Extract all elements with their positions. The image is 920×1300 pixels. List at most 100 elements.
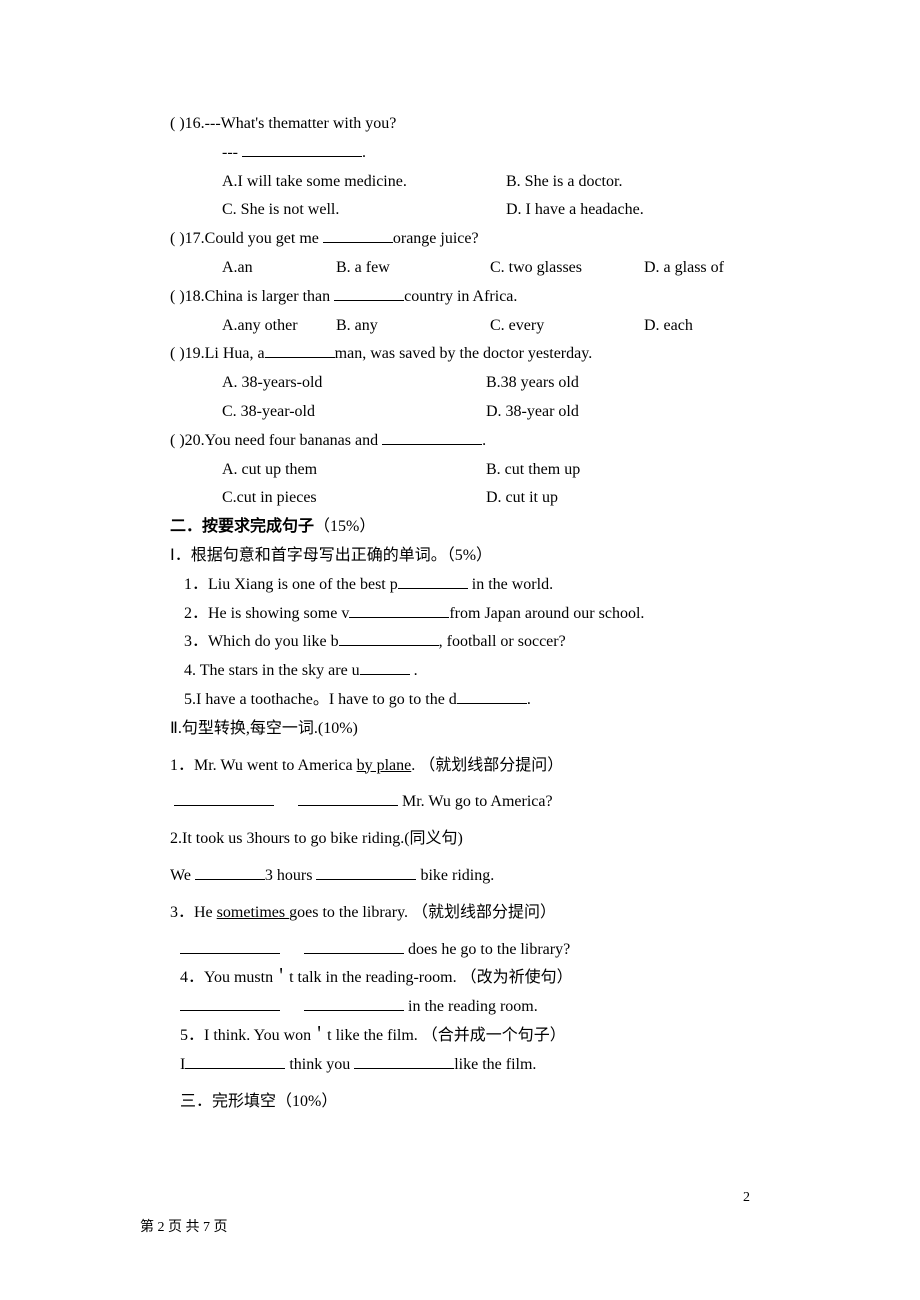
s2-i2-a: 2．He is showing some v xyxy=(184,605,349,622)
section-3-title: 三．完形填空（10%） xyxy=(170,1088,750,1117)
s2-i3-a: 3．Which do you like b xyxy=(184,633,339,650)
q20-options-2: C.cut in pieces D. cut it up xyxy=(170,484,750,513)
content: ( )16.---What's thematter with you? --- … xyxy=(170,110,750,1116)
q16-opt-b: B. She is a doctor. xyxy=(506,168,622,197)
s2-t5-b3: like the film. xyxy=(454,1056,536,1073)
q17-opt-c: C. two glasses xyxy=(490,254,640,283)
section-2-title: 二．按要求完成句子（15%） xyxy=(170,513,750,542)
blank xyxy=(316,865,416,880)
s2-t5: 5．I think. You won＇t like the film. （合并成… xyxy=(170,1022,750,1051)
s2-t2: 2.It took us 3hours to go bike riding.(同… xyxy=(170,825,750,854)
q18-opt-d: D. each xyxy=(644,312,693,341)
blank xyxy=(180,938,280,953)
q20-opt-d: D. cut it up xyxy=(486,484,558,513)
s2-i2-b: from Japan around our school. xyxy=(449,605,644,622)
q16-text-a: ---What's thematter with you? xyxy=(205,115,397,132)
q16-stem-2: --- . xyxy=(170,139,750,168)
q19-opt-b: B.38 years old xyxy=(486,369,579,398)
s2-t2-ans: We 3 hours bike riding. xyxy=(170,862,750,891)
q19-options-1: A. 38-years-old B.38 years old xyxy=(170,369,750,398)
q16-opt-c: C. She is not well. xyxy=(222,196,502,225)
q18-text-a: China is larger than xyxy=(205,288,334,305)
blank xyxy=(174,791,274,806)
q19-opt-c: C. 38-year-old xyxy=(222,398,482,427)
q17-opt-a: A.an xyxy=(222,254,332,283)
blank xyxy=(398,573,468,588)
q17-opt-b: B. a few xyxy=(336,254,486,283)
s2-i5-b: . xyxy=(527,691,531,708)
page: ( )16.---What's thematter with you? --- … xyxy=(0,0,920,1300)
s2-t1-a: 1．Mr. Wu went to America xyxy=(170,757,357,774)
q18-opt-a: A.any other xyxy=(222,312,332,341)
blank xyxy=(304,996,404,1011)
q16-number: ( )16. xyxy=(170,115,205,132)
q16-options-1: A.I will take some medicine. B. She is a… xyxy=(170,168,750,197)
q17-stem: ( )17.Could you get me orange juice? xyxy=(170,225,750,254)
s2-t1-u: by plane xyxy=(357,757,412,774)
q20-text-a: You need four bananas and xyxy=(205,432,382,449)
q18-opt-c: C. every xyxy=(490,312,640,341)
q16-opt-a: A.I will take some medicine. xyxy=(222,168,502,197)
blank xyxy=(354,1053,454,1068)
blank xyxy=(185,1053,285,1068)
s2-i4-b: . xyxy=(410,662,418,679)
s2-i5: 5.I have a toothache。I have to go to the… xyxy=(170,686,750,715)
s2-t1-b: . （就划线部分提问） xyxy=(411,757,563,774)
blank xyxy=(382,429,482,444)
blank xyxy=(298,791,398,806)
q19-opt-d: D. 38-year old xyxy=(486,398,579,427)
blank xyxy=(334,285,404,300)
section-2-sub2: Ⅱ.句型转换,每空一词.(10%) xyxy=(170,715,750,744)
s2-i1-a: 1．Liu Xiang is one of the best p xyxy=(184,576,398,593)
q16-text-b: --- xyxy=(222,144,242,161)
q20-stem: ( )20.You need four bananas and . xyxy=(170,427,750,456)
blank xyxy=(242,141,362,156)
s2-i3-b: , football or soccer? xyxy=(439,633,566,650)
page-number-right: 2 xyxy=(743,1185,750,1210)
blank xyxy=(323,228,393,243)
s2-t3-ans-text: does he go to the library? xyxy=(404,941,570,958)
blank xyxy=(304,938,404,953)
s2-t3-ans: does he go to the library? xyxy=(170,936,750,965)
q20-number: ( )20. xyxy=(170,432,205,449)
section-2-title-bold: 二．按要求完成句子 xyxy=(170,518,314,535)
blank xyxy=(349,602,449,617)
q19-options-2: C. 38-year-old D. 38-year old xyxy=(170,398,750,427)
s2-t1: 1．Mr. Wu went to America by plane. （就划线部… xyxy=(170,752,750,781)
blank xyxy=(457,689,527,704)
s2-i5-a: 5.I have a toothache。I have to go to the… xyxy=(184,691,457,708)
s2-t3: 3．He sometimes goes to the library. （就划线… xyxy=(170,899,750,928)
s2-i4-a: 4. The stars in the sky are u xyxy=(184,662,360,679)
section-2-sub1: Ⅰ．根据句意和首字母写出正确的单词。（5%） xyxy=(170,542,750,571)
q20-opt-a: A. cut up them xyxy=(222,456,482,485)
q17-text-a: Could you get me xyxy=(205,230,323,247)
q17-text-b: orange juice? xyxy=(393,230,479,247)
q18-options: A.any other B. any C. every D. each xyxy=(170,312,750,341)
s2-i2: 2．He is showing some v from Japan around … xyxy=(170,600,750,629)
q16-opt-d: D. I have a headache. xyxy=(506,196,644,225)
s2-t2-b3: bike riding. xyxy=(416,867,494,884)
s2-t4: 4．You mustn＇t talk in the reading-room. … xyxy=(170,964,750,993)
q18-number: ( )18. xyxy=(170,288,205,305)
q16-text-b-end: . xyxy=(362,144,366,161)
s2-i1: 1．Liu Xiang is one of the best p in the … xyxy=(170,571,750,600)
s2-t4-ans: in the reading room. xyxy=(170,993,750,1022)
q19-text-a: Li Hua, a xyxy=(205,345,265,362)
s2-i4: 4. The stars in the sky are u . xyxy=(170,657,750,686)
s2-t3-b: goes to the library. （就划线部分提问） xyxy=(289,904,556,921)
s2-t4-b: in the reading room. xyxy=(404,998,538,1015)
s2-t1-ans: Mr. Wu go to America? xyxy=(170,788,750,817)
s2-t5-b2: think you xyxy=(285,1056,354,1073)
q17-opt-d: D. a glass of xyxy=(644,254,724,283)
q20-text-b: . xyxy=(482,432,486,449)
q17-number: ( )17. xyxy=(170,230,205,247)
blank xyxy=(265,343,335,358)
s2-t5-ans: I think you like the film. xyxy=(170,1051,750,1080)
s2-t1-ans-text: Mr. Wu go to America? xyxy=(398,793,553,810)
q18-opt-b: B. any xyxy=(336,312,486,341)
q19-text-b: man, was saved by the doctor yesterday. xyxy=(335,345,593,362)
s2-t3-u: sometimes xyxy=(217,904,289,921)
blank xyxy=(180,996,280,1011)
q18-text-b: country in Africa. xyxy=(404,288,517,305)
q18-stem: ( )18.China is larger than country in Af… xyxy=(170,283,750,312)
